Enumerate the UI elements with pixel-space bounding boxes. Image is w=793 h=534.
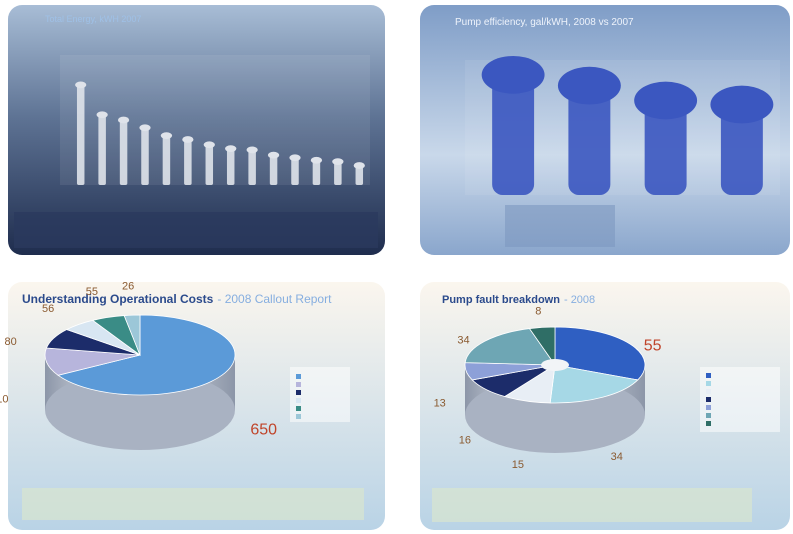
pie-slice <box>528 326 556 367</box>
value-label: 13 <box>434 397 446 409</box>
value-label: 80 <box>4 336 16 348</box>
bar <box>720 104 763 195</box>
plot-floor <box>60 55 370 185</box>
bar-cap <box>710 85 774 124</box>
summary-table <box>432 488 752 522</box>
legend-swatch <box>296 414 301 419</box>
chart-title: Pump efficiency, gal/kWH, 2008 vs 2007 <box>455 17 634 28</box>
value-label: 56 <box>42 303 54 315</box>
value-label: 110 <box>0 393 9 405</box>
legend-swatch <box>296 374 301 379</box>
bar <box>644 100 687 195</box>
bar-cap <box>117 116 130 124</box>
value-label: 55 <box>644 338 662 355</box>
bar <box>98 114 106 185</box>
legend-swatch <box>706 413 711 418</box>
chart-title-text: Pump fault breakdown <box>442 294 560 306</box>
chart-title: Total Energy, kWH 2007 <box>45 14 141 24</box>
legend-swatch <box>296 406 301 411</box>
bar-cap <box>267 151 280 159</box>
bar-cap <box>353 162 365 169</box>
bar <box>291 157 299 185</box>
bar-cap <box>332 158 344 165</box>
pie-slice <box>554 326 646 381</box>
value-label: 8 <box>535 306 541 318</box>
chart-subtitle: - 2008 Callout Report <box>217 292 332 306</box>
bar-cap <box>139 124 151 132</box>
pie-slice <box>549 364 639 404</box>
bar <box>355 165 364 185</box>
bar <box>269 155 278 185</box>
legend-swatch <box>706 389 711 394</box>
bar <box>184 139 192 185</box>
bar <box>492 74 535 195</box>
bar <box>119 120 128 185</box>
pie-slice <box>123 314 141 356</box>
summary-table <box>22 488 364 520</box>
chart-subtitle: - 2008 <box>564 294 595 306</box>
bar <box>226 148 235 185</box>
legend-swatch <box>296 390 301 395</box>
bar-cap <box>75 81 87 89</box>
value-label: 55 <box>86 286 98 298</box>
chart-title: Understanding Operational Costs - 2008 Ca… <box>22 292 332 306</box>
pie-slice <box>44 347 141 376</box>
pie-hole <box>541 359 569 371</box>
chart-title: Pump fault breakdown - 2008 <box>442 294 595 306</box>
bar-cap <box>310 156 323 164</box>
legend-swatch <box>706 421 711 426</box>
bar <box>568 85 611 195</box>
bar <box>141 127 149 185</box>
value-label: 34 <box>611 451 623 463</box>
bar-cap <box>96 111 108 119</box>
bar <box>162 135 171 185</box>
bar-cap <box>557 66 621 105</box>
legend-swatch <box>706 397 711 402</box>
bar-cap <box>289 154 301 162</box>
bar-cap <box>634 81 698 120</box>
summary-table <box>505 205 615 247</box>
bar <box>248 149 256 185</box>
value-label: 26 <box>122 281 134 293</box>
legend-swatch <box>296 382 301 387</box>
bar-cap <box>182 136 194 143</box>
legend-swatch <box>296 398 301 403</box>
value-label: 16 <box>459 434 471 446</box>
bar <box>312 160 321 185</box>
legend <box>700 367 780 432</box>
chart-title-text: Total Energy, kWH 2007 <box>45 14 141 24</box>
legend-swatch <box>706 373 711 378</box>
pie-slice <box>464 328 556 366</box>
pie-slice <box>57 314 236 396</box>
bar-cap <box>225 145 237 152</box>
legend-swatch <box>706 405 711 410</box>
bar <box>76 84 85 185</box>
summary-table <box>14 212 378 248</box>
value-label: 15 <box>512 459 524 471</box>
bar <box>334 161 342 185</box>
value-label: 650 <box>250 421 277 438</box>
panel <box>8 5 385 255</box>
legend-swatch <box>706 381 711 386</box>
value-label: 34 <box>457 335 469 347</box>
bar <box>205 144 214 185</box>
bar-cap <box>246 146 258 154</box>
chart-title-text: Pump efficiency, gal/kWH, 2008 vs 2007 <box>455 17 634 28</box>
bar-cap <box>481 55 545 94</box>
bar-cap <box>160 132 173 139</box>
bar-cap <box>203 141 215 149</box>
chart-title-text: Understanding Operational Costs <box>22 292 214 306</box>
